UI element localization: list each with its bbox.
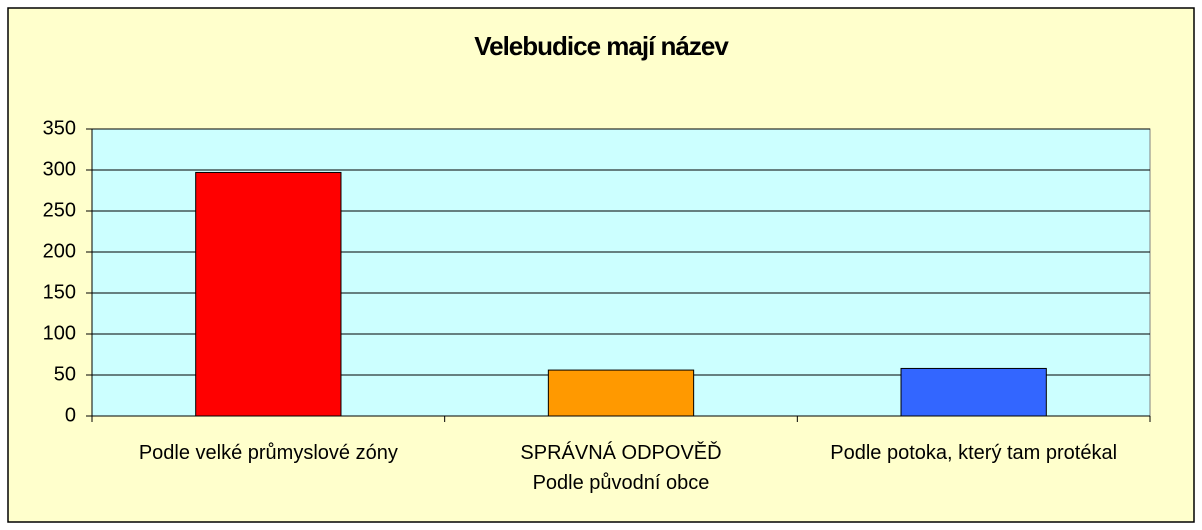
x-tick-label: Podle velké průmyslové zóny bbox=[138, 442, 398, 464]
y-tick-label: 300 bbox=[43, 158, 76, 180]
chart-title: Velebudice mají název bbox=[474, 31, 729, 61]
y-tick-label: 100 bbox=[43, 322, 76, 344]
y-tick-label: 50 bbox=[54, 363, 76, 385]
bar bbox=[547, 369, 695, 417]
x-tick-label: SPRÁVNÁ ODPOVĚĎ Podle původní obce bbox=[520, 442, 722, 494]
y-tick-label: 200 bbox=[43, 240, 76, 262]
y-tick-label: 0 bbox=[65, 404, 76, 426]
bar bbox=[195, 171, 342, 417]
bar bbox=[900, 367, 1047, 417]
y-tick-label: 150 bbox=[43, 281, 76, 303]
y-tick-label: 350 bbox=[43, 117, 76, 139]
y-tick-label: 250 bbox=[43, 199, 76, 221]
x-tick-label: Podle potoka, který tam protékal bbox=[830, 442, 1118, 464]
